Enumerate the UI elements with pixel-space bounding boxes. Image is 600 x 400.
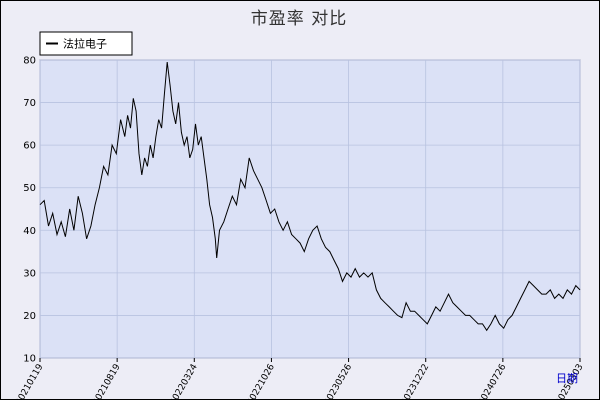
x-tick-label: 20221026: [245, 362, 277, 400]
legend-box: [39, 31, 133, 56]
x-tick-label: 20240726: [477, 362, 509, 400]
y-tick-label: 10: [23, 354, 36, 365]
x-axis-ticks: 20210119 20210819 20220324 20221026 20230526…: [14, 358, 586, 400]
x-tick-label: 20210119: [14, 362, 46, 400]
chart-title: 市盈率 对比: [250, 9, 348, 29]
x-axis-label: 日期: [556, 372, 578, 385]
grid-lines: [39, 59, 581, 359]
y-tick-label: 80: [23, 56, 36, 67]
y-axis-ticks: 10 20 30 40 50 60 70 80: [23, 56, 36, 365]
x-tick-label: 20231222: [400, 363, 432, 400]
legend: 法拉电子: [39, 31, 133, 56]
plot-area: [39, 59, 581, 359]
y-tick-label: 70: [23, 98, 36, 109]
y-tick-label: 50: [23, 183, 36, 194]
y-tick-label: 30: [23, 268, 36, 279]
x-tick-label: 20230526: [323, 362, 355, 400]
legend-label: 法拉电子: [63, 37, 107, 51]
y-tick-label: 40: [23, 226, 36, 237]
x-tick-label: 20210819: [91, 362, 123, 400]
series-line-faladianzi: [39, 62, 581, 332]
y-tick-label: 20: [23, 311, 36, 322]
x-tick-label: 20220324: [168, 362, 200, 400]
y-tick-label: 60: [23, 141, 36, 152]
